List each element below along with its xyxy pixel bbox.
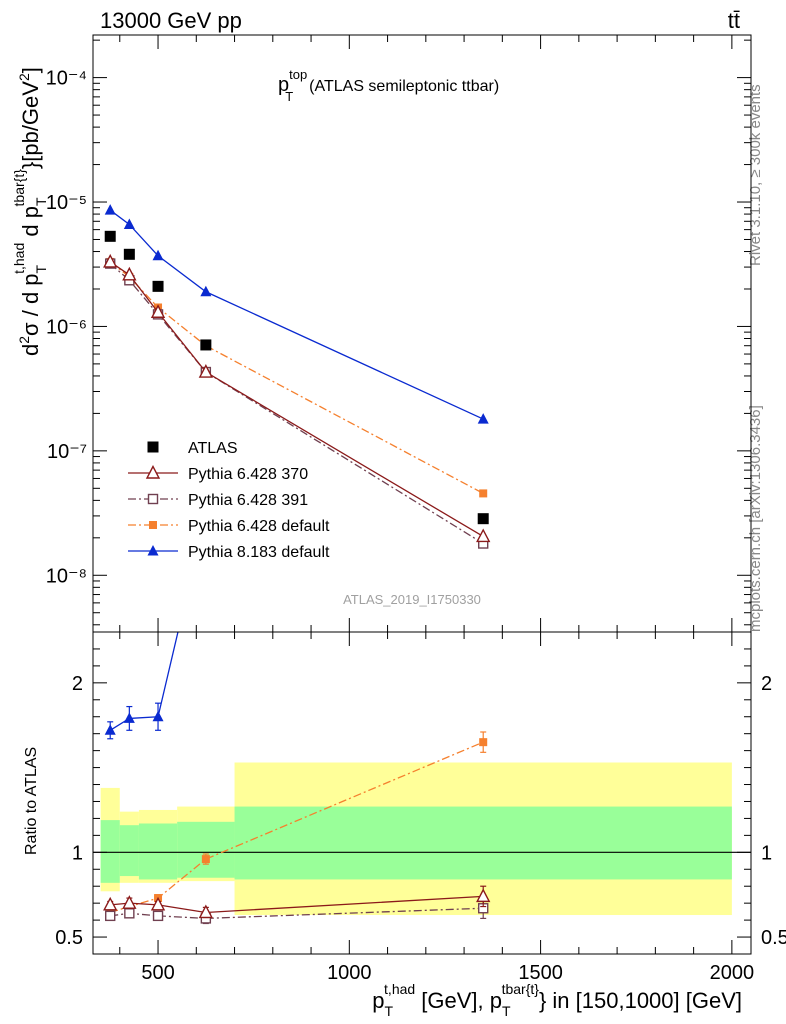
data-point-py8def <box>123 218 135 229</box>
data-point-atlas <box>123 248 135 260</box>
data-point-py370 <box>198 364 214 378</box>
legend-entry-py370: Pythia 6.428 370 <box>128 464 308 483</box>
ratio-point-py391 <box>105 910 116 922</box>
stat-uncertainty-band <box>177 821 235 878</box>
ratio-point-py6def <box>479 738 488 747</box>
header-right-title: tt̄ <box>728 8 740 33</box>
ratio-point-py8def <box>123 712 135 723</box>
series-atlas <box>104 230 489 525</box>
data-point-py370 <box>122 266 137 281</box>
x-tick-label: 2000 <box>710 962 755 984</box>
ratio-point-py8def <box>104 724 116 735</box>
legend-entry-atlas: ATLAS <box>147 440 238 457</box>
ratio-y-tick-label: 1 <box>72 842 83 864</box>
legend-marker-py6def <box>149 521 157 529</box>
legend-entry-py6def: Pythia 6.428 default <box>128 518 330 535</box>
main-plot-panel: 10⁻⁸ 10⁻⁷ 10⁻⁶ 10⁻⁵ 10⁻⁴ ptop T(ATLAS semilep… <box>11 34 752 633</box>
data-point-atlas <box>477 513 489 525</box>
x-tick-label: 500 <box>141 962 174 984</box>
legend-label: Pythia 6.428 default <box>188 518 330 535</box>
rivet-version-label: Rivet 3.1.10, ≥ 300k events <box>747 84 764 266</box>
legend-marker-py370 <box>145 464 161 479</box>
ratio-plot-panel: 0.5 0.5 1 1 2 2 500 1000 1500 2000 Ratio to ATLAS… <box>23 631 786 1019</box>
x-tick-label: 1500 <box>518 962 563 984</box>
legend-label: ATLAS <box>188 440 238 457</box>
data-point-atlas <box>104 230 116 242</box>
stat-uncertainty-band <box>234 806 732 880</box>
data-point-py6def <box>479 489 488 498</box>
y-tick-label: 10⁻⁵ <box>46 192 87 214</box>
series-py8def <box>104 204 489 424</box>
data-point-atlas <box>200 339 212 351</box>
ratio-y-tick-label: 2 <box>72 673 83 695</box>
y-tick-label: 10⁻⁷ <box>47 441 87 463</box>
ratio-y-tick-label: 0.5 <box>55 927 83 949</box>
series-py6def <box>106 257 488 498</box>
ratio-plot-frame <box>92 631 752 955</box>
series-line-py8def <box>109 209 484 420</box>
header-left-title: 13000 GeV pp <box>100 8 242 33</box>
ratio-point-py370 <box>122 895 137 909</box>
data-point-py370 <box>103 253 118 268</box>
ratio-line-py8def <box>109 632 179 731</box>
x-tick-label: 1000 <box>327 962 372 984</box>
data-point-py8def <box>200 285 212 297</box>
ratio-point-py370 <box>150 896 166 911</box>
ratio-point-py370 <box>103 896 118 911</box>
y-tick-label: 10⁻⁸ <box>46 565 87 587</box>
x-axis-label: pTt,had [GeV], pTtbar{t}} in [150,1000] … <box>372 981 742 1019</box>
series-py370 <box>103 253 491 543</box>
ratio-point-py6def <box>201 855 210 864</box>
ratio-point-py391 <box>124 908 135 919</box>
legend-marker-atlas <box>147 441 159 453</box>
ratio-y-axis-label: Ratio to ATLAS <box>23 747 40 855</box>
stat-uncertainty-band <box>100 820 120 883</box>
data-point-py8def <box>477 413 489 424</box>
plot-title: ptop T(ATLAS semileptonic ttbar) <box>278 67 499 104</box>
ratio-series-py391 <box>105 897 489 925</box>
stat-uncertainty-band <box>119 825 139 877</box>
data-point-py8def <box>152 249 164 261</box>
stat-uncertainty-band <box>138 823 178 880</box>
data-point-py370 <box>476 528 491 543</box>
legend-label: Pythia 8.183 default <box>188 544 330 561</box>
main-y-axis-label: d2σ / d pTt,had d pTtbar{t}}[pb/GeV2] <box>11 67 49 356</box>
legend-label: Pythia 6.428 391 <box>188 492 308 509</box>
y-tick-label: 10⁻⁴ <box>46 68 87 90</box>
ratio-y-tick-label-right: 0.5 <box>761 927 786 949</box>
data-point-py8def <box>104 204 116 215</box>
legend-label: Pythia 6.428 370 <box>188 466 308 483</box>
ratio-point-py370 <box>198 904 214 919</box>
y-tick-label: 10⁻⁶ <box>46 316 87 338</box>
series-line-py6def <box>109 261 484 494</box>
legend-entry-py391: Pythia 6.428 391 <box>128 492 308 509</box>
ratio-y-tick-label-right: 1 <box>761 842 772 864</box>
ratio-point-py370 <box>476 888 491 903</box>
legend-marker-py8def <box>147 545 159 556</box>
ratio-point-py391 <box>152 910 164 922</box>
legend-marker-py391 <box>147 493 159 505</box>
mcplots-label: mcplots.cern.ch [arXiv:1306.3436] <box>747 405 764 632</box>
data-point-py370 <box>150 304 166 318</box>
data-point-atlas <box>152 280 164 292</box>
legend: ATLAS Pythia 6.428 370 Pythia 6.428 391 Pyt… <box>128 440 330 561</box>
ratio-series-py8def <box>104 632 179 740</box>
legend-entry-py8def: Pythia 8.183 default <box>128 544 330 561</box>
ratio-point-py8def <box>152 710 164 722</box>
ratio-series-py370 <box>103 885 491 919</box>
ratio-y-tick-label-right: 2 <box>761 673 772 695</box>
main-plot-frame <box>92 34 752 633</box>
analysis-watermark: ATLAS_2019_I1750330 <box>343 592 481 607</box>
